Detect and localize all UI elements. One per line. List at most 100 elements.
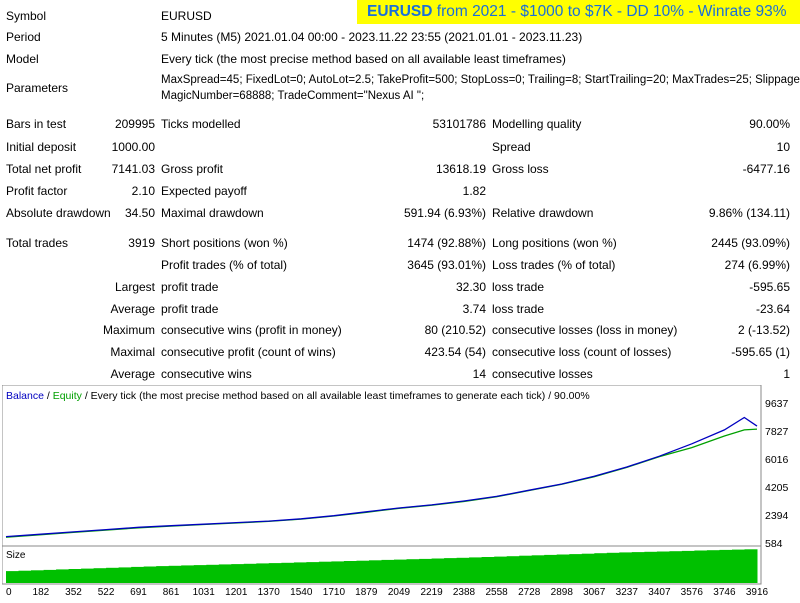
- avg-consecutive-losses-label: consecutive losses: [492, 367, 593, 381]
- parameters-label: Parameters: [6, 81, 69, 95]
- size-bar: [231, 564, 245, 583]
- total-trades-value: 3919: [128, 236, 155, 250]
- maximal-consecutive-loss-label: consecutive loss (count of losses): [492, 345, 672, 359]
- size-bar: [669, 551, 683, 583]
- parameters-line-2: MagicNumber=68888; TradeComment="Nexus A…: [161, 90, 425, 102]
- period-value: 5 Minutes (M5) 2021.01.04 00:00 - 2023.1…: [161, 30, 583, 44]
- largest-loss-value: -595.65: [749, 280, 790, 294]
- x-tick-label: 3067: [583, 587, 606, 598]
- symbol-value: EURUSD: [161, 9, 212, 23]
- size-bar: [6, 571, 19, 583]
- quality-label: Modelling quality: [492, 117, 582, 131]
- gross-loss-value: -6477.16: [742, 162, 790, 176]
- balance-chart: Balance / Equity / Every tick (the most …: [1, 384, 789, 598]
- x-tick-label: 861: [163, 587, 180, 598]
- maximal-drawdown-label: Maximal drawdown: [161, 206, 264, 220]
- profit-factor-label: Profit factor: [6, 184, 68, 198]
- size-bar: [581, 553, 595, 583]
- average-consecutive-label: Average: [110, 367, 155, 381]
- size-bar: [281, 562, 295, 583]
- spread-value: 10: [776, 140, 790, 154]
- size-bar: [106, 567, 120, 583]
- chart-legend: Balance / Equity / Every tick (the most …: [6, 390, 590, 402]
- size-bar: [394, 559, 407, 583]
- size-bar: [143, 566, 157, 583]
- spread-label: Spread: [492, 140, 531, 154]
- promo-banner: EURUSD from 2021 - $1000 to $7K - DD 10%…: [357, 0, 800, 24]
- size-bar: [431, 558, 445, 583]
- size-bar: [481, 557, 495, 583]
- maximal-label: Maximal: [110, 345, 155, 359]
- size-bar: [656, 551, 670, 583]
- x-tick-label: 3237: [616, 587, 639, 598]
- x-tick-label: 1710: [323, 587, 346, 598]
- model-label: Model: [6, 52, 39, 66]
- x-tick-label: 522: [98, 587, 115, 598]
- size-bar: [168, 565, 182, 583]
- bars-value: 209995: [114, 117, 155, 131]
- long-positions-value: 2445 (93.09%): [711, 236, 790, 250]
- y-tick-label: 9637: [765, 398, 789, 410]
- size-bar: [306, 562, 320, 583]
- max-consecutive-wins-value: 80 (210.52): [424, 323, 486, 337]
- size-bar: [456, 557, 470, 583]
- size-bar: [606, 552, 620, 583]
- relative-drawdown-label: Relative drawdown: [492, 206, 594, 220]
- x-tick-label: 691: [130, 587, 147, 598]
- size-bar: [544, 554, 558, 583]
- size-bar: [519, 555, 533, 583]
- long-positions-label: Long positions (won %): [492, 236, 617, 250]
- legend-description: / Every tick (the most precise method ba…: [82, 390, 590, 402]
- balance-chart-panel: Balance / Equity / Every tick (the most …: [1, 384, 796, 600]
- size-bar: [719, 549, 733, 583]
- banner-pair: EURUSD: [367, 3, 433, 20]
- size-bar: [193, 565, 207, 583]
- x-axis-ticks: 0 182 352 522 691 861 1031 1201 1370 1540 1710 1879…: [6, 587, 769, 598]
- parameters-line-1: MaxSpread=45; FixedLot=0; AutoLot=2.5; T…: [161, 74, 800, 86]
- deposit-value: 1000.00: [111, 140, 155, 154]
- x-tick-label: 2558: [485, 587, 508, 598]
- x-tick-label: 2898: [551, 587, 574, 598]
- relative-drawdown-value: 9.86% (134.11): [708, 206, 790, 220]
- avg-consecutive-losses-value: 1: [783, 367, 790, 381]
- profit-trades-value: 3645 (93.01%): [407, 258, 486, 272]
- legend-sep: /: [44, 390, 53, 402]
- size-label: Size: [6, 550, 26, 561]
- short-positions-label: Short positions (won %): [161, 236, 288, 250]
- max-consecutive-wins-label: consecutive wins (profit in money): [161, 323, 342, 337]
- x-tick-label: 1201: [225, 587, 248, 598]
- size-bar: [181, 565, 195, 583]
- x-tick-label: 3916: [746, 587, 769, 598]
- average-profit-label: profit trade: [161, 302, 219, 316]
- size-bar: [469, 557, 483, 583]
- size-bar: [419, 558, 433, 583]
- quality-value: 90.00%: [749, 117, 790, 131]
- size-bar: [619, 552, 633, 583]
- size-bar: [444, 558, 458, 583]
- x-tick-label: 1540: [290, 587, 313, 598]
- size-bar: [243, 563, 257, 583]
- balance-series: [5, 416, 758, 538]
- x-tick-label: 1031: [193, 587, 216, 598]
- size-bar: [631, 552, 645, 583]
- deposit-label: Initial deposit: [6, 140, 77, 154]
- size-bar: [318, 561, 332, 583]
- size-bar: [118, 567, 132, 583]
- x-tick-label: 2049: [388, 587, 411, 598]
- y-tick-label: 4205: [765, 482, 789, 494]
- size-bar: [506, 556, 520, 583]
- net-profit-value: 7141.03: [111, 162, 155, 176]
- loss-trades-value: 274 (6.99%): [724, 258, 790, 272]
- gross-profit-value: 13618.19: [435, 162, 486, 176]
- symbol-label: Symbol: [6, 9, 47, 23]
- size-bar: [594, 553, 608, 583]
- maximal-consecutive-loss-value: -595.65 (1): [731, 345, 790, 359]
- x-tick-label: 3407: [648, 587, 671, 598]
- max-consecutive-losses-value: 2 (-13.52): [737, 323, 790, 337]
- x-tick-label: 0: [6, 587, 12, 598]
- x-tick-label: 1370: [258, 587, 281, 598]
- expected-payoff-label: Expected payoff: [161, 184, 247, 198]
- size-bar: [256, 563, 270, 583]
- x-tick-label: 3746: [713, 587, 736, 598]
- period-label: Period: [6, 30, 41, 44]
